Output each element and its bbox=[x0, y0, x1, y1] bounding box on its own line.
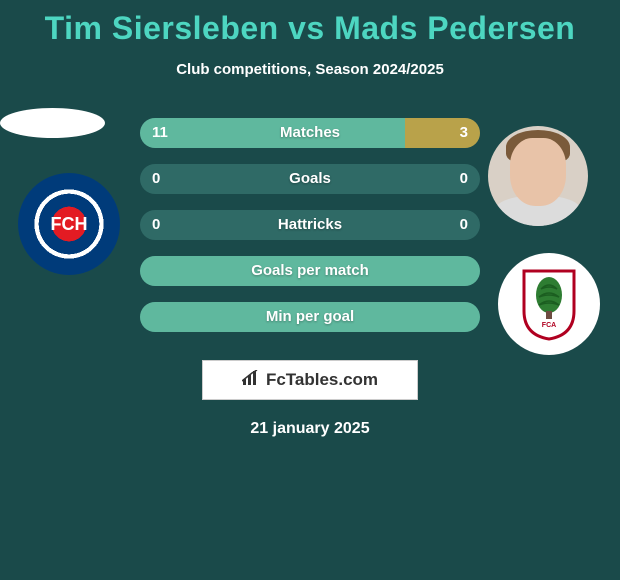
stat-bar-right-value: 0 bbox=[460, 164, 468, 194]
stat-bar-row: Goals0 0 bbox=[140, 164, 480, 194]
player-left-avatar bbox=[0, 108, 105, 138]
stat-bar-row: Hattricks0 0 bbox=[140, 210, 480, 240]
stat-bar-row: Min per goal bbox=[140, 302, 480, 332]
stat-bar-label: Min per goal bbox=[140, 302, 480, 332]
stat-bar-row: Matches11 3 bbox=[140, 118, 480, 148]
stat-bars: Matches113Goals00Hattricks00Goals per ma… bbox=[140, 118, 480, 348]
club-left-badge-text: FCH bbox=[18, 173, 120, 275]
bar-chart-icon bbox=[242, 370, 260, 391]
stat-bar-label: Goals per match bbox=[140, 256, 480, 286]
comparison-area: FCH FCA Matches113Goals00Hattricks00Goal… bbox=[0, 108, 620, 358]
stat-bar-left-value: 11 bbox=[152, 118, 168, 148]
stat-bar-left-value: 0 bbox=[152, 210, 160, 240]
club-right-badge-icon: FCA bbox=[519, 267, 579, 341]
subtitle: Club competitions, Season 2024/2025 bbox=[0, 61, 620, 78]
date-label: 21 january 2025 bbox=[0, 420, 620, 438]
stat-bar-label: Goals bbox=[140, 164, 480, 194]
stat-bar-right-value: 0 bbox=[460, 210, 468, 240]
site-logo-text: FcTables.com bbox=[266, 370, 378, 390]
svg-text:FCA: FCA bbox=[542, 322, 556, 329]
site-logo: FcTables.com bbox=[202, 360, 418, 400]
stat-bar-row: Goals per match bbox=[140, 256, 480, 286]
player-right-club-badge: FCA bbox=[498, 253, 600, 355]
stat-bar-label: Hattricks bbox=[140, 210, 480, 240]
page-title: Tim Siersleben vs Mads Pedersen bbox=[0, 0, 620, 47]
player-right-avatar bbox=[488, 126, 588, 226]
stat-bar-left-value: 0 bbox=[152, 164, 160, 194]
stat-bar-right-value: 3 bbox=[460, 118, 468, 148]
player-left-club-badge: FCH bbox=[18, 173, 120, 275]
stat-bar-label: Matches bbox=[140, 118, 480, 148]
